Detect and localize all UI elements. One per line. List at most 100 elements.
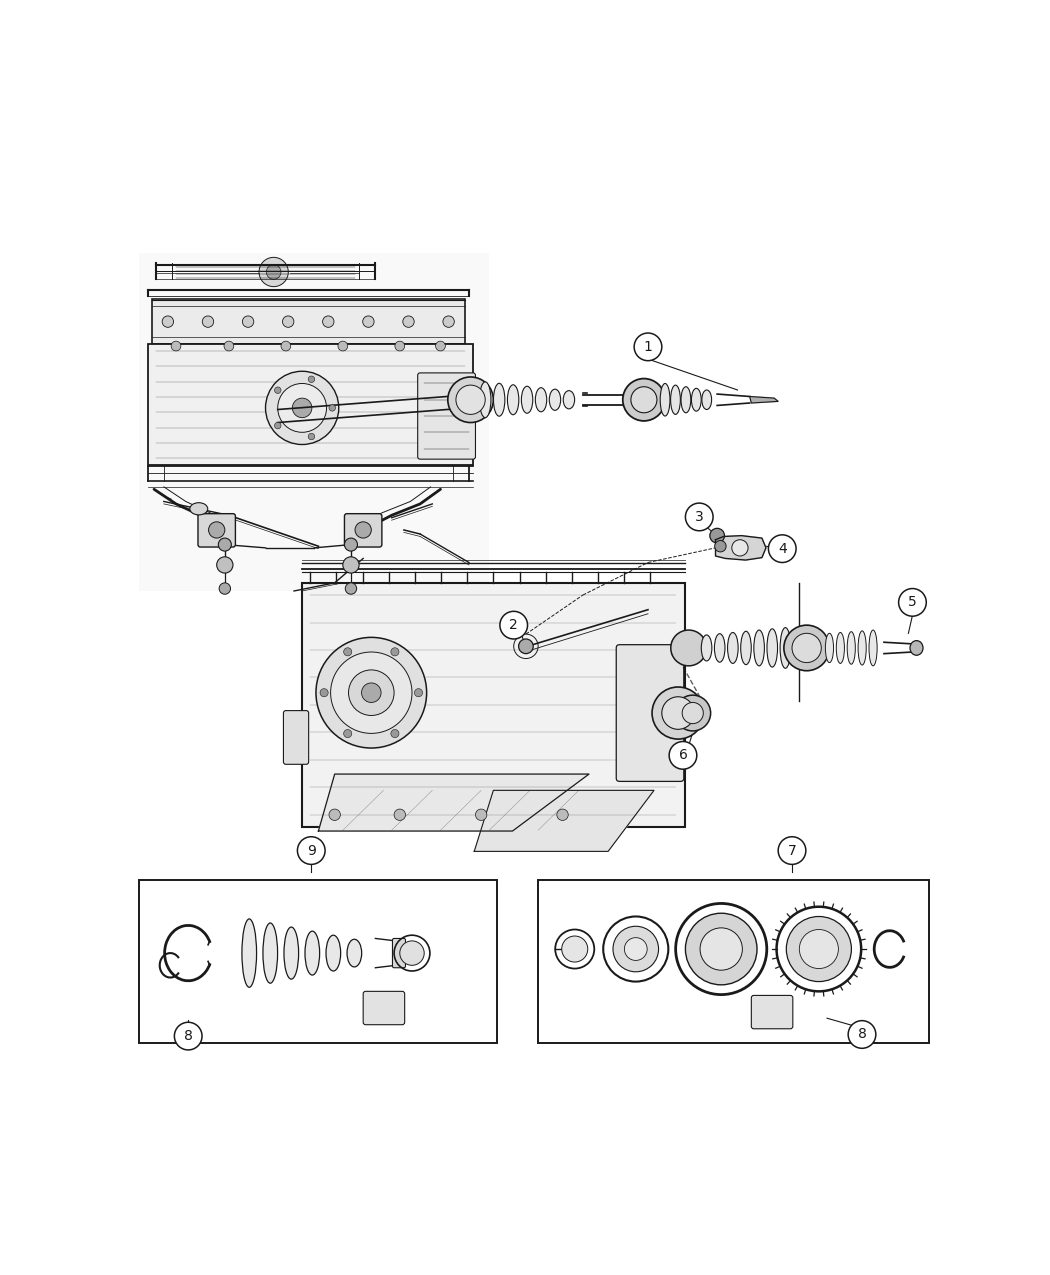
Polygon shape <box>715 536 766 560</box>
Circle shape <box>784 625 830 671</box>
Ellipse shape <box>522 386 532 413</box>
Circle shape <box>662 696 694 729</box>
Circle shape <box>562 936 588 963</box>
Circle shape <box>342 557 359 572</box>
FancyBboxPatch shape <box>140 880 498 1043</box>
Circle shape <box>320 688 329 696</box>
Circle shape <box>259 258 289 287</box>
Circle shape <box>556 810 568 820</box>
Circle shape <box>436 342 445 351</box>
Text: 6: 6 <box>678 748 688 762</box>
Circle shape <box>786 917 852 982</box>
Polygon shape <box>318 774 589 831</box>
Circle shape <box>395 342 404 351</box>
Circle shape <box>274 386 281 394</box>
Ellipse shape <box>326 935 340 972</box>
Circle shape <box>203 316 213 328</box>
Circle shape <box>174 1023 202 1049</box>
Circle shape <box>331 652 412 733</box>
Text: 5: 5 <box>908 595 917 609</box>
Circle shape <box>623 379 665 421</box>
Circle shape <box>345 583 357 594</box>
FancyBboxPatch shape <box>140 254 489 592</box>
Text: 4: 4 <box>778 542 786 556</box>
Circle shape <box>899 589 926 616</box>
Circle shape <box>292 398 312 418</box>
Circle shape <box>700 928 742 970</box>
Circle shape <box>343 729 352 738</box>
Circle shape <box>362 316 374 328</box>
Ellipse shape <box>754 630 764 666</box>
Ellipse shape <box>262 923 277 983</box>
Text: 2: 2 <box>509 618 518 632</box>
Text: 7: 7 <box>788 844 796 858</box>
Circle shape <box>456 385 485 414</box>
Ellipse shape <box>284 927 298 979</box>
Circle shape <box>243 316 254 328</box>
Circle shape <box>162 316 173 328</box>
Circle shape <box>686 913 757 984</box>
Circle shape <box>778 836 805 864</box>
Circle shape <box>218 538 231 551</box>
Circle shape <box>267 265 281 279</box>
Circle shape <box>675 695 711 731</box>
Circle shape <box>391 729 399 738</box>
Ellipse shape <box>740 631 751 664</box>
Circle shape <box>715 541 727 552</box>
Circle shape <box>171 342 181 351</box>
Circle shape <box>732 539 748 556</box>
Ellipse shape <box>858 631 866 666</box>
Circle shape <box>652 687 705 739</box>
Ellipse shape <box>836 632 844 663</box>
FancyBboxPatch shape <box>344 514 382 547</box>
FancyBboxPatch shape <box>147 344 472 465</box>
Circle shape <box>848 1021 876 1048</box>
FancyBboxPatch shape <box>616 645 684 782</box>
Circle shape <box>349 669 394 715</box>
Circle shape <box>216 557 233 572</box>
Ellipse shape <box>660 384 670 416</box>
Circle shape <box>669 742 697 769</box>
FancyBboxPatch shape <box>538 880 929 1043</box>
FancyBboxPatch shape <box>418 372 476 459</box>
FancyBboxPatch shape <box>198 514 235 547</box>
FancyBboxPatch shape <box>752 996 793 1029</box>
Ellipse shape <box>701 390 712 409</box>
Circle shape <box>344 538 357 551</box>
Text: 8: 8 <box>858 1028 866 1042</box>
Circle shape <box>394 810 405 820</box>
Circle shape <box>209 521 225 538</box>
Circle shape <box>224 342 234 351</box>
Circle shape <box>792 634 821 663</box>
Circle shape <box>686 504 713 530</box>
Ellipse shape <box>242 919 256 987</box>
Ellipse shape <box>671 385 680 414</box>
Circle shape <box>671 630 707 666</box>
Circle shape <box>309 434 315 440</box>
Ellipse shape <box>825 634 834 663</box>
FancyBboxPatch shape <box>151 298 465 344</box>
Circle shape <box>476 810 487 820</box>
Circle shape <box>415 688 422 696</box>
Circle shape <box>613 926 658 972</box>
Ellipse shape <box>563 390 574 409</box>
Circle shape <box>519 639 533 654</box>
Circle shape <box>400 941 424 965</box>
Circle shape <box>277 384 327 432</box>
Circle shape <box>625 937 647 960</box>
Ellipse shape <box>714 634 724 662</box>
Ellipse shape <box>480 381 491 418</box>
Ellipse shape <box>536 388 547 412</box>
Circle shape <box>634 333 662 361</box>
Ellipse shape <box>348 940 361 966</box>
Circle shape <box>447 377 494 422</box>
Polygon shape <box>475 790 654 852</box>
Ellipse shape <box>681 386 691 413</box>
Circle shape <box>343 648 352 655</box>
Circle shape <box>282 316 294 328</box>
Ellipse shape <box>766 629 778 667</box>
Text: 1: 1 <box>644 340 652 354</box>
Circle shape <box>710 528 724 543</box>
Text: 8: 8 <box>184 1029 192 1043</box>
Circle shape <box>500 611 527 639</box>
